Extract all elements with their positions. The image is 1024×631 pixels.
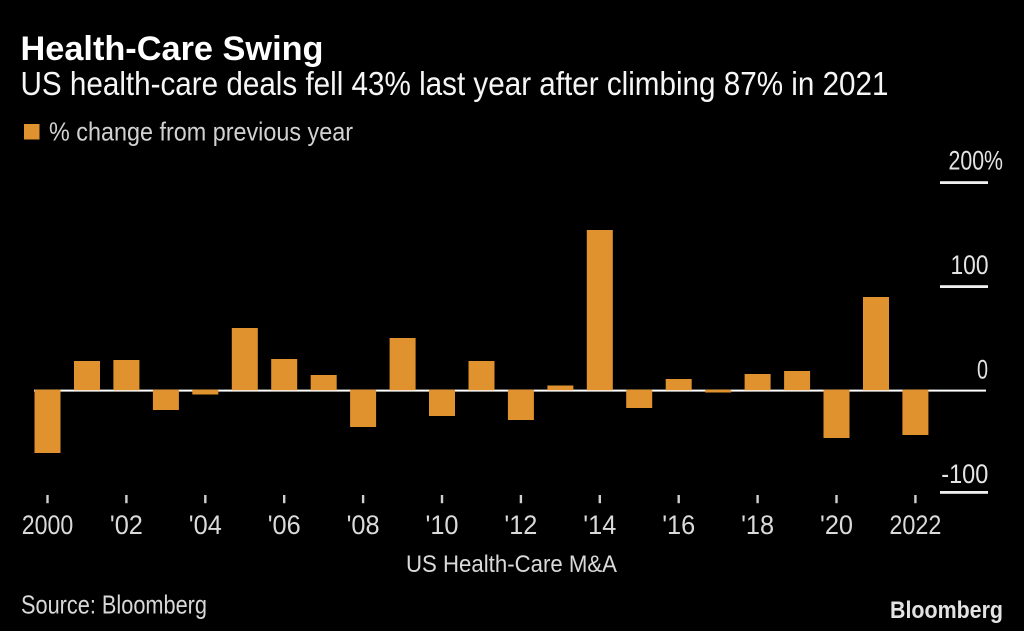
svg-text:0: 0 xyxy=(977,354,988,384)
svg-text:'20: '20 xyxy=(820,510,853,540)
svg-text:Source: Bloomberg: Source: Bloomberg xyxy=(21,590,207,620)
svg-text:Bloomberg: Bloomberg xyxy=(890,597,1003,624)
svg-text:'16: '16 xyxy=(662,510,695,540)
svg-text:'04: '04 xyxy=(189,510,222,540)
svg-text:2000: 2000 xyxy=(22,510,74,540)
svg-text:200%: 200% xyxy=(949,145,1004,175)
svg-text:'18: '18 xyxy=(741,510,774,540)
svg-text:'12: '12 xyxy=(504,510,537,540)
svg-text:100: 100 xyxy=(951,250,989,280)
svg-text:% change from previous year: % change from previous year xyxy=(49,117,353,147)
svg-text:'14: '14 xyxy=(583,510,616,540)
svg-text:'06: '06 xyxy=(268,510,301,540)
svg-text:'08: '08 xyxy=(347,510,380,540)
svg-text:Health-Care Swing: Health-Care Swing xyxy=(21,30,324,68)
svg-text:'02: '02 xyxy=(110,510,143,540)
svg-text:US health-care deals fell 43%: US health-care deals fell 43% last year … xyxy=(21,65,889,102)
svg-text:US Health-Care M&A: US Health-Care M&A xyxy=(406,551,618,578)
svg-text:'10: '10 xyxy=(426,510,459,540)
svg-text:-100: -100 xyxy=(941,459,988,489)
svg-text:2022: 2022 xyxy=(889,510,941,540)
